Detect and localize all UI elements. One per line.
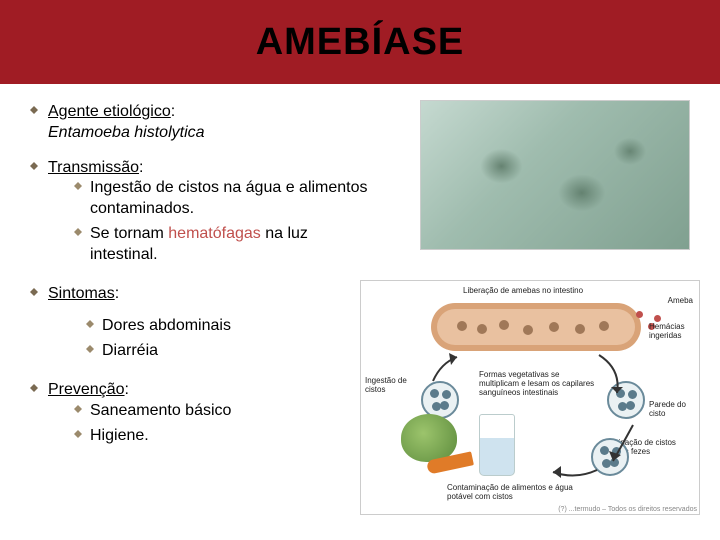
bullet-text: Sintomas: [48, 284, 119, 305]
sub-text: Saneamento básico [90, 401, 231, 422]
bullet-prevencao: Prevenção: Saneamento básico Higiene. [30, 380, 370, 450]
agent-name: Entamoeba histolytica [48, 124, 205, 141]
sub-list: Saneamento básico Higiene. [74, 401, 231, 447]
list-item: Dores abdominais [86, 316, 370, 337]
label: Prevenção [48, 381, 125, 398]
diagram-footer: (?) ...termudo – Todos os direitos reser… [558, 506, 697, 513]
diamond-icon [30, 162, 38, 170]
arrow-icon [427, 351, 463, 387]
arrow-icon [603, 421, 643, 469]
bullet-sintomas: Sintomas: [30, 284, 370, 305]
diamond-icon [74, 430, 82, 438]
diamond-icon [86, 345, 94, 353]
diagram-label: Ameba [668, 297, 693, 306]
diagram-label: Hemácias ingeridas [649, 323, 695, 341]
label-suffix: : [115, 285, 119, 302]
title-band: AMEBÍASE [0, 0, 720, 84]
label-suffix: : [125, 381, 129, 398]
arrow-icon [547, 458, 601, 484]
list-item: Higiene. [74, 426, 231, 447]
bullet-text: Transmissão: Ingestão de cistos na água … [48, 158, 370, 270]
list-item: Se tornam hematófagas na luz intestinal. [74, 224, 370, 266]
diagram-label: Liberação de amebas no intestino [463, 287, 583, 296]
sub-text: Dores abdominais [102, 316, 231, 337]
section-agente: Agente etiológico: Entamoeba histolytica [30, 102, 370, 144]
ameba-dots [451, 319, 621, 335]
list-item: Saneamento básico [74, 401, 231, 422]
label-suffix: : [171, 103, 175, 120]
sub-list-indented: Dores abdominais Diarréia [86, 316, 370, 362]
food-cluster [401, 406, 541, 486]
diamond-icon [74, 182, 82, 190]
label: Sintomas [48, 285, 115, 302]
slide-title: AMEBÍASE [256, 21, 465, 64]
diagram-label: Ingestão de cistos [365, 377, 425, 395]
section-transmissao: Transmissão: Ingestão de cistos na água … [30, 158, 370, 270]
diagram-label: Formas vegetativas se multiplicam e lesa… [479, 371, 599, 397]
label: Transmissão [48, 159, 139, 176]
diamond-icon [86, 320, 94, 328]
bullet-text: Agente etiológico: Entamoeba histolytica [48, 102, 205, 144]
sub-text: Diarréia [102, 341, 158, 362]
arrow-icon [591, 351, 631, 401]
sub-text: Se tornam hematófagas na luz intestinal. [90, 224, 370, 266]
cabbage-icon [401, 414, 457, 462]
label-suffix: : [139, 159, 143, 176]
section-sintomas: Sintomas: Dores abdominais Diarréia [30, 284, 370, 362]
bullet-agente: Agente etiológico: Entamoeba histolytica [30, 102, 370, 144]
label: Agente etiológico [48, 103, 171, 120]
list-item: Diarréia [86, 341, 370, 362]
sub-text: Ingestão de cistos na água e alimentos c… [90, 178, 370, 220]
list-item: Ingestão de cistos na água e alimentos c… [74, 178, 370, 220]
lifecycle-diagram: Liberação de amebas no intestino Ameba H… [360, 280, 700, 515]
diamond-icon [74, 405, 82, 413]
diamond-icon [30, 288, 38, 296]
section-prevencao: Prevenção: Saneamento básico Higiene. [30, 380, 370, 450]
bullet-transmissao: Transmissão: Ingestão de cistos na água … [30, 158, 370, 270]
diamond-icon [30, 384, 38, 392]
sub-text: Higiene. [90, 426, 149, 447]
diagram-label: Parede do cisto [649, 401, 695, 419]
glass-icon [479, 414, 515, 476]
diamond-icon [74, 228, 82, 236]
microscopy-image [420, 100, 690, 250]
bullet-text: Prevenção: Saneamento básico Higiene. [48, 380, 231, 450]
diamond-icon [30, 106, 38, 114]
sub-list: Ingestão de cistos na água e alimentos c… [74, 178, 370, 265]
diagram-label: Contaminação de alimentos e água potável… [447, 484, 577, 502]
